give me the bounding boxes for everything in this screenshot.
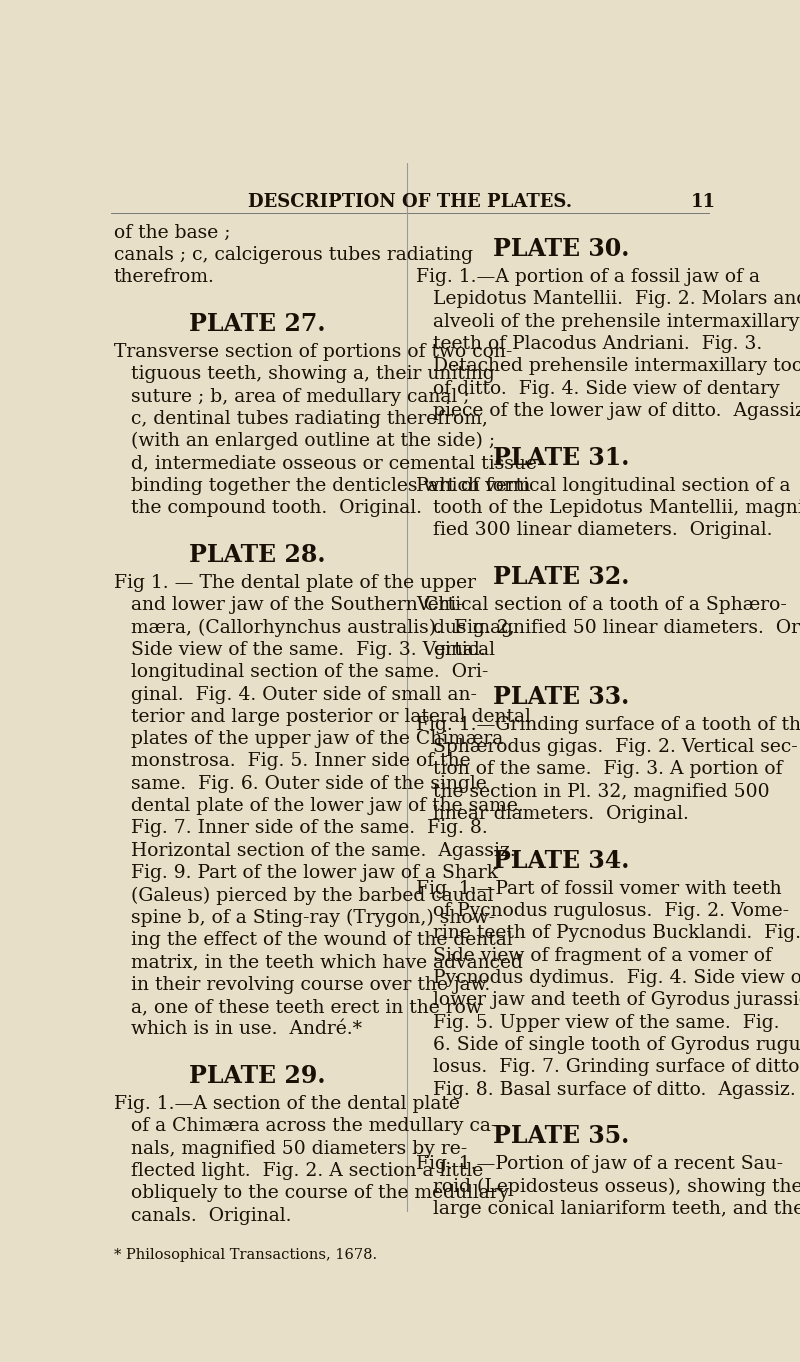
Text: binding together the denticles which form: binding together the denticles which for… [131, 477, 530, 494]
Text: Fig. 5. Upper view of the same.  Fig.: Fig. 5. Upper view of the same. Fig. [434, 1013, 780, 1031]
Text: terior and large posterior or lateral dental: terior and large posterior or lateral de… [131, 708, 531, 726]
Text: Fig. 1.—A portion of a fossil jaw of a: Fig. 1.—A portion of a fossil jaw of a [416, 268, 760, 286]
Text: spine b, of a Sting-ray (Trygon,) show-: spine b, of a Sting-ray (Trygon,) show- [131, 908, 495, 928]
Text: rine teeth of Pycnodus Bucklandi.  Fig. 3.: rine teeth of Pycnodus Bucklandi. Fig. 3… [434, 925, 800, 943]
Text: PLATE 30.: PLATE 30. [493, 237, 630, 262]
Text: Side view of fragment of a vomer of: Side view of fragment of a vomer of [434, 947, 772, 964]
Text: canals.  Original.: canals. Original. [131, 1207, 291, 1224]
Text: lower jaw and teeth of Gyrodus jurassicus.: lower jaw and teeth of Gyrodus jurassicu… [434, 992, 800, 1009]
Text: the section in Pl. 32, magnified 500: the section in Pl. 32, magnified 500 [434, 783, 770, 801]
Text: DESCRIPTION OF THE PLATES.: DESCRIPTION OF THE PLATES. [248, 193, 572, 211]
Text: Vertical section of a tooth of a Sphæro-: Vertical section of a tooth of a Sphæro- [416, 597, 787, 614]
Text: (with an enlarged outline at the side) ;: (with an enlarged outline at the side) ; [131, 432, 495, 451]
Text: dus magnified 50 linear diameters.  Ori-: dus magnified 50 linear diameters. Ori- [434, 618, 800, 636]
Text: Fig. 1.—Grinding surface of a tooth of the: Fig. 1.—Grinding surface of a tooth of t… [416, 715, 800, 734]
Text: Pycnodus dydimus.  Fig. 4. Side view of: Pycnodus dydimus. Fig. 4. Side view of [434, 968, 800, 987]
Text: of the base ;: of the base ; [114, 223, 230, 241]
Text: linear diameters.  Original.: linear diameters. Original. [434, 805, 689, 823]
Text: tiguous teeth, showing a, their uniting: tiguous teeth, showing a, their uniting [131, 365, 494, 383]
Text: flected light.  Fig. 2. A section a little: flected light. Fig. 2. A section a littl… [131, 1162, 483, 1179]
Text: obliquely to the course of the medullary: obliquely to the course of the medullary [131, 1185, 510, 1203]
Text: ginal.: ginal. [434, 642, 486, 659]
Text: therefrom.: therefrom. [114, 268, 215, 286]
Text: * Philosophical Transactions, 1678.: * Philosophical Transactions, 1678. [114, 1249, 377, 1263]
Text: Horizontal section of the same.  Agassiz.: Horizontal section of the same. Agassiz. [131, 842, 516, 859]
Text: which is in use.  André.*: which is in use. André.* [131, 1020, 362, 1038]
Text: ginal.  Fig. 4. Outer side of small an-: ginal. Fig. 4. Outer side of small an- [131, 685, 477, 704]
Text: Sphærodus gigas.  Fig. 2. Vertical sec-: Sphærodus gigas. Fig. 2. Vertical sec- [434, 738, 798, 756]
Text: PLATE 33.: PLATE 33. [493, 685, 630, 708]
Text: PLATE 34.: PLATE 34. [493, 849, 630, 873]
Text: PLATE 27.: PLATE 27. [189, 312, 326, 336]
Text: PLATE 28.: PLATE 28. [189, 543, 326, 567]
Text: Fig. 9. Part of the lower jaw of a Shark: Fig. 9. Part of the lower jaw of a Shark [131, 864, 498, 883]
Text: Fig. 1.—A section of the dental plate: Fig. 1.—A section of the dental plate [114, 1095, 460, 1113]
Text: nals, magnified 50 diameters by re-: nals, magnified 50 diameters by re- [131, 1140, 467, 1158]
Text: mæra, (Callorhynchus australis).  Fig. 2,: mæra, (Callorhynchus australis). Fig. 2, [131, 618, 514, 637]
Text: piece of the lower jaw of ditto.  Agassiz.: piece of the lower jaw of ditto. Agassiz… [434, 402, 800, 419]
Text: Detached prehensile intermaxillary tooth: Detached prehensile intermaxillary tooth [434, 357, 800, 376]
Text: teeth of Placodus Andriani.  Fig. 3.: teeth of Placodus Andriani. Fig. 3. [434, 335, 762, 353]
Text: tion of the same.  Fig. 3. A portion of: tion of the same. Fig. 3. A portion of [434, 760, 782, 778]
Text: of Pycnodus rugulosus.  Fig. 2. Vome-: of Pycnodus rugulosus. Fig. 2. Vome- [434, 902, 790, 919]
Text: 6. Side of single tooth of Gyrodus rugu-: 6. Side of single tooth of Gyrodus rugu- [434, 1036, 800, 1054]
Text: longitudinal section of the same.  Ori-: longitudinal section of the same. Ori- [131, 663, 488, 681]
Text: suture ; b, area of medullary canal ;: suture ; b, area of medullary canal ; [131, 388, 470, 406]
Text: Side view of the same.  Fig. 3. Vertical: Side view of the same. Fig. 3. Vertical [131, 642, 495, 659]
Text: and lower jaw of the Southern Chi-: and lower jaw of the Southern Chi- [131, 597, 462, 614]
Text: Part of vertical longitudinal section of a: Part of vertical longitudinal section of… [416, 477, 790, 494]
Text: c, dentinal tubes radiating therefrom,: c, dentinal tubes radiating therefrom, [131, 410, 488, 428]
Text: fied 300 linear diameters.  Original.: fied 300 linear diameters. Original. [434, 522, 773, 539]
Text: Fig. 8. Basal surface of ditto.  Agassiz.: Fig. 8. Basal surface of ditto. Agassiz. [434, 1080, 796, 1099]
Text: Fig. 7. Inner side of the same.  Fig. 8.: Fig. 7. Inner side of the same. Fig. 8. [131, 820, 488, 838]
Text: ing the effect of the wound of the dental: ing the effect of the wound of the denta… [131, 932, 513, 949]
Text: matrix, in the teeth which have advanced: matrix, in the teeth which have advanced [131, 953, 523, 971]
Text: same.  Fig. 6. Outer side of the single: same. Fig. 6. Outer side of the single [131, 775, 486, 793]
Text: losus.  Fig. 7. Grinding surface of ditto.: losus. Fig. 7. Grinding surface of ditto… [434, 1058, 800, 1076]
Text: PLATE 31.: PLATE 31. [493, 445, 630, 470]
Text: Lepidotus Mantellii.  Fig. 2. Molars and: Lepidotus Mantellii. Fig. 2. Molars and [434, 290, 800, 308]
Text: alveoli of the prehensile intermaxillary: alveoli of the prehensile intermaxillary [434, 313, 800, 331]
Text: PLATE 29.: PLATE 29. [189, 1064, 326, 1088]
Text: plates of the upper jaw of the Chimæra: plates of the upper jaw of the Chimæra [131, 730, 503, 748]
Text: Fig 1. — The dental plate of the upper: Fig 1. — The dental plate of the upper [114, 573, 476, 592]
Text: d, intermediate osseous or cemental tissue: d, intermediate osseous or cemental tiss… [131, 455, 537, 473]
Text: a, one of these teeth erect in the row: a, one of these teeth erect in the row [131, 998, 482, 1016]
Text: large conical laniariform teeth, and the: large conical laniariform teeth, and the [434, 1200, 800, 1218]
Text: canals ; c, calcigerous tubes radiating: canals ; c, calcigerous tubes radiating [114, 245, 473, 264]
Text: in their revolving course over the jaw.: in their revolving course over the jaw. [131, 975, 490, 994]
Text: (Galeus) pierced by the barbed caudal: (Galeus) pierced by the barbed caudal [131, 887, 494, 904]
Text: of ditto.  Fig. 4. Side view of dentary: of ditto. Fig. 4. Side view of dentary [434, 380, 780, 398]
Text: 11: 11 [690, 193, 715, 211]
Text: PLATE 32.: PLATE 32. [493, 565, 630, 590]
Text: tooth of the Lepidotus Mantellii, magni-: tooth of the Lepidotus Mantellii, magni- [434, 498, 800, 518]
Text: roid (Lepidosteus osseus), showing the: roid (Lepidosteus osseus), showing the [434, 1178, 800, 1196]
Text: PLATE 35.: PLATE 35. [493, 1125, 630, 1148]
Text: Fig. 1.—Portion of jaw of a recent Sau-: Fig. 1.—Portion of jaw of a recent Sau- [416, 1155, 783, 1173]
Text: dental plate of the lower jaw of the same.: dental plate of the lower jaw of the sam… [131, 797, 524, 814]
Text: the compound tooth.  Original.: the compound tooth. Original. [131, 498, 422, 518]
Text: of a Chimæra across the medullary ca-: of a Chimæra across the medullary ca- [131, 1117, 498, 1136]
Text: monstrosa.  Fig. 5. Inner side of the: monstrosa. Fig. 5. Inner side of the [131, 752, 470, 771]
Text: Fig. 1.—Part of fossil vomer with teeth: Fig. 1.—Part of fossil vomer with teeth [416, 880, 782, 898]
Text: Transverse section of portions of two con-: Transverse section of portions of two co… [114, 343, 512, 361]
